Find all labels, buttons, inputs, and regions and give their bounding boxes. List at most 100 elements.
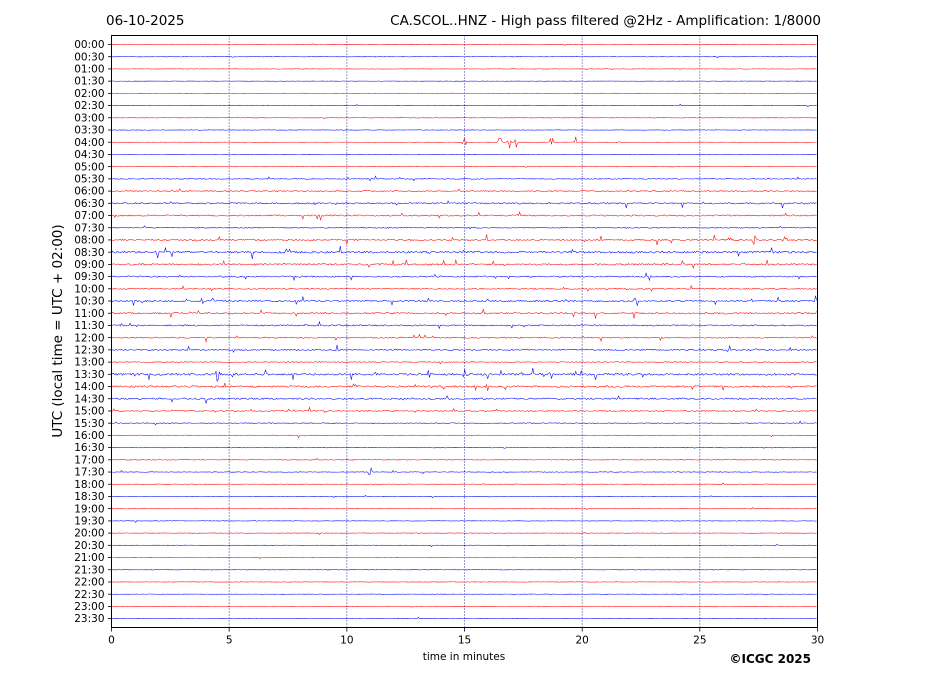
ytick-label-0000: 00:00: [74, 39, 104, 51]
xtick-label-5: 5: [226, 635, 233, 647]
x-axis-label: time in minutes: [423, 651, 505, 663]
ytick-label-0700: 07:00: [74, 210, 104, 222]
ytick-label-2230: 22:30: [74, 589, 104, 601]
ytick-label-1600: 16:00: [74, 430, 104, 442]
trace-1330: [111, 368, 817, 382]
ytick-label-2000: 20:00: [74, 528, 104, 540]
ytick-label-0900: 09:00: [74, 259, 104, 271]
trace-1400: [111, 382, 817, 392]
ytick-label-2030: 20:30: [74, 540, 104, 552]
ytick-label-1330: 13:30: [74, 369, 104, 381]
trace-2300: [111, 605, 817, 608]
trace-2030: [111, 544, 817, 548]
ytick-label-0400: 04:00: [74, 137, 104, 149]
trace-0400: [111, 136, 817, 149]
ytick-label-1530: 15:30: [74, 418, 104, 430]
ytick-label-1800: 18:00: [74, 479, 104, 491]
ytick-label-1400: 14:00: [74, 381, 104, 393]
trace-1930: [111, 520, 817, 523]
trace-1300: [111, 361, 817, 365]
trace-2100: [111, 556, 817, 559]
ytick-label-0600: 06:00: [74, 186, 104, 198]
xtick-label-20: 20: [575, 635, 588, 647]
ytick-label-2330: 23:30: [74, 613, 104, 625]
trace-1230: [111, 344, 817, 353]
trace-1700: [111, 458, 817, 461]
ytick-label-1200: 12:00: [74, 332, 104, 344]
ytick-label-0430: 04:30: [74, 149, 104, 161]
y-axis-label: UTC (local time = UTC + 02:00): [50, 224, 66, 437]
trace-0830: [111, 246, 817, 259]
trace-1730: [111, 467, 817, 476]
trace-2000: [111, 531, 817, 536]
xtick-label-25: 25: [693, 635, 706, 647]
trace-2200: [111, 581, 817, 583]
trace-1530: [111, 420, 817, 426]
trace-1030: [111, 295, 817, 306]
ytick-label-2200: 22:00: [74, 577, 104, 589]
trace-1630: [111, 446, 817, 449]
ytick-label-0930: 09:30: [74, 271, 104, 283]
plot-frame: [111, 35, 818, 628]
trace-1000: [111, 284, 817, 292]
trace-0330: [111, 129, 817, 131]
ytick-label-1900: 19:00: [74, 503, 104, 515]
trace-0630: [111, 200, 817, 209]
ytick-label-0100: 01:00: [74, 64, 104, 76]
ytick-label-1000: 10:00: [74, 283, 104, 295]
trace-1830: [111, 495, 817, 498]
ytick-label-1030: 10:30: [74, 296, 104, 308]
ytick-label-1230: 12:30: [74, 344, 104, 356]
ytick-label-1730: 17:30: [74, 467, 104, 479]
trace-group: [111, 43, 817, 620]
trace-2330: [111, 616, 817, 620]
trace-0700: [111, 211, 817, 221]
trace-1600: [111, 434, 817, 439]
trace-0530: [111, 175, 817, 182]
trace-0730: [111, 225, 817, 230]
ytick-label-1830: 18:30: [74, 491, 104, 503]
xtick-label-10: 10: [340, 635, 353, 647]
trace-0900: [111, 258, 817, 269]
ytick-label-1500: 15:00: [74, 406, 104, 418]
ytick-label-0630: 06:30: [74, 198, 104, 210]
x-axis-ticks: 0 5 10 15 20 25 30: [108, 627, 824, 647]
ytick-label-1630: 16:30: [74, 442, 104, 454]
trace-0930: [111, 272, 817, 282]
ytick-label-2300: 23:00: [74, 601, 104, 613]
y-axis-ticks: 00:0000:3001:0001:3002:0002:3003:0003:30…: [74, 39, 112, 625]
ytick-label-1100: 11:00: [74, 308, 104, 320]
trace-1100: [111, 308, 817, 319]
ytick-label-0500: 05:00: [74, 161, 104, 173]
xtick-label-30: 30: [811, 635, 824, 647]
chart-title: CA.SCOL..HNZ - High pass filtered @2Hz -…: [390, 13, 821, 29]
trace-0000: [111, 43, 817, 46]
ytick-label-0800: 08:00: [74, 235, 104, 247]
ytick-label-0300: 03:00: [74, 112, 104, 124]
ytick-label-2130: 21:30: [74, 564, 104, 576]
trace-1500: [111, 406, 817, 414]
trace-0500: [111, 166, 817, 168]
trace-0030: [111, 56, 817, 59]
trace-1800: [111, 482, 817, 486]
ytick-label-2100: 21:00: [74, 552, 104, 564]
trace-0230: [111, 103, 817, 108]
ytick-label-0830: 08:30: [74, 247, 104, 259]
ytick-label-1300: 13:00: [74, 357, 104, 369]
ytick-label-1700: 17:00: [74, 454, 104, 466]
ytick-label-0130: 01:30: [74, 76, 104, 88]
ytick-label-1930: 19:30: [74, 515, 104, 527]
ytick-label-1430: 14:30: [74, 393, 104, 405]
ytick-label-0730: 07:30: [74, 222, 104, 234]
ytick-label-0230: 02:30: [74, 100, 104, 112]
ytick-label-0330: 03:30: [74, 125, 104, 137]
ytick-label-1130: 11:30: [74, 320, 104, 332]
trace-1430: [111, 395, 817, 405]
chart-date: 06-10-2025: [106, 13, 184, 29]
trace-1200: [111, 333, 817, 343]
trace-0300: [111, 116, 817, 120]
trace-0100: [111, 68, 817, 71]
trace-2230: [111, 593, 817, 595]
xtick-label-0: 0: [108, 635, 115, 647]
